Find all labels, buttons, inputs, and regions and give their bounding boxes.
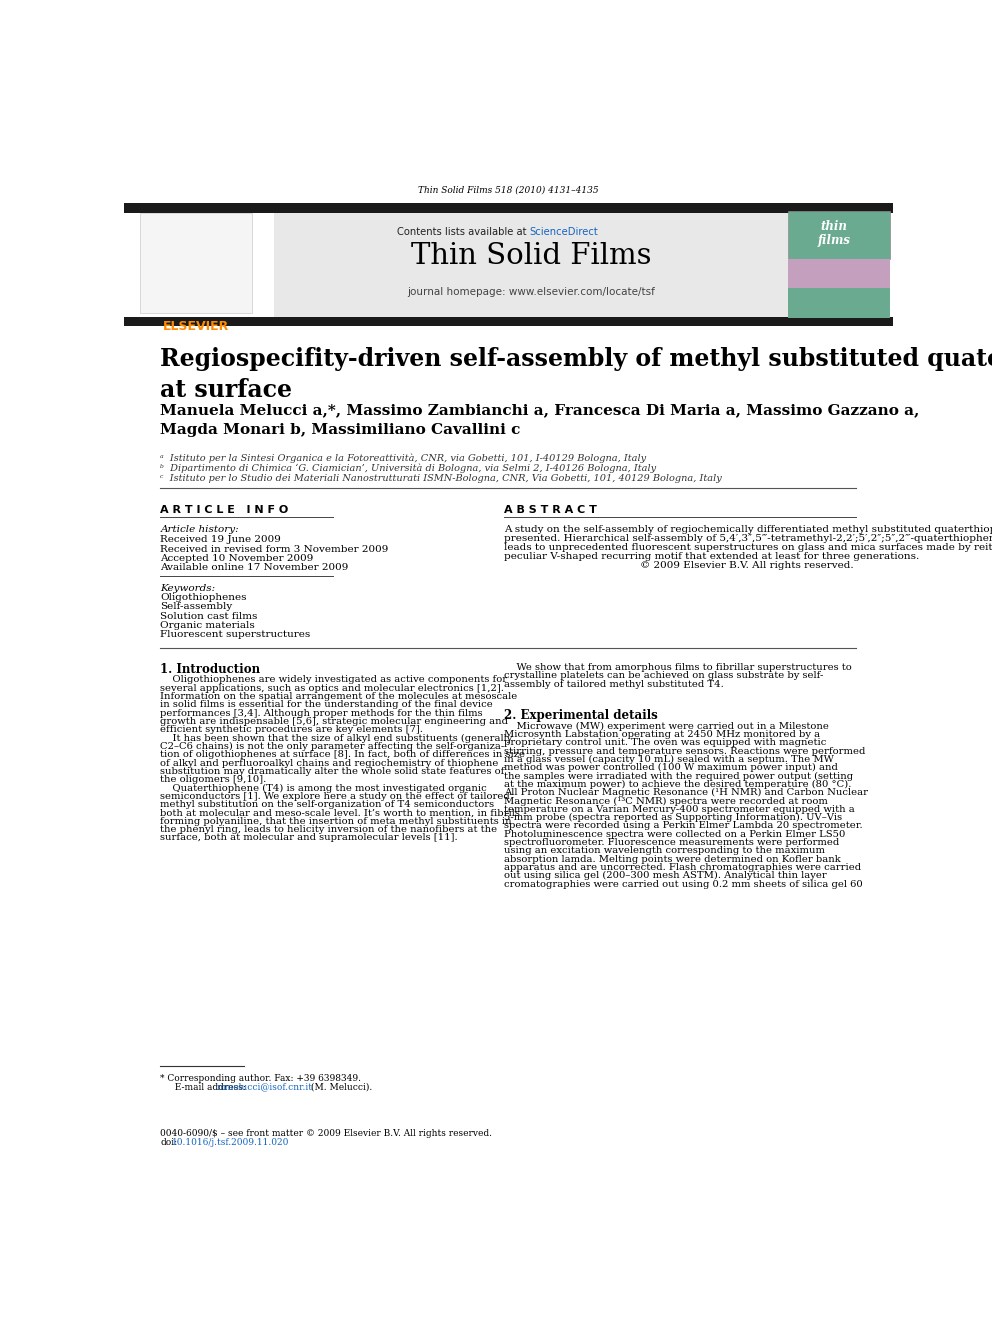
Bar — [124, 316, 893, 325]
Text: Keywords:: Keywords: — [161, 583, 215, 593]
Text: presented. Hierarchical self-assembly of 5,4′,3″,5‴-tetramethyl-2,2′;5′,2″;5″,2‴: presented. Hierarchical self-assembly of… — [504, 533, 992, 542]
Text: both at molecular and meso-scale level. It’s worth to mention, in fibrils: both at molecular and meso-scale level. … — [161, 808, 520, 818]
Text: in solid films is essential for the understanding of the final device: in solid films is essential for the unde… — [161, 700, 493, 709]
Text: tion of oligothiophenes at surface [8]. In fact, both of differences in size: tion of oligothiophenes at surface [8]. … — [161, 750, 526, 759]
Text: Information on the spatial arrangement of the molecules at mesoscale: Information on the spatial arrangement o… — [161, 692, 518, 701]
Bar — [789, 259, 890, 288]
Text: in a glass vessel (capacity 10 mL) sealed with a septum. The MW: in a glass vessel (capacity 10 mL) seale… — [504, 755, 833, 763]
Text: apparatus and are uncorrected. Flash chromatographies were carried: apparatus and are uncorrected. Flash chr… — [504, 863, 861, 872]
Text: Solution cast films: Solution cast films — [161, 611, 258, 620]
Text: © 2009 Elsevier B.V. All rights reserved.: © 2009 Elsevier B.V. All rights reserved… — [641, 561, 854, 570]
Text: ScienceDirect: ScienceDirect — [530, 226, 598, 237]
Text: cromatographies were carried out using 0.2 mm sheets of silica gel 60: cromatographies were carried out using 0… — [504, 880, 862, 889]
Text: (M. Melucci).: (M. Melucci). — [308, 1082, 372, 1091]
Text: using an excitation wavelength corresponding to the maximum: using an excitation wavelength correspon… — [504, 847, 824, 856]
Text: journal homepage: www.elsevier.com/locate/tsf: journal homepage: www.elsevier.com/locat… — [407, 287, 655, 298]
Text: ᶜ  Istituto per lo Studio dei Materiali Nanostrutturati ISMN-Bologna, CNR, Via G: ᶜ Istituto per lo Studio dei Materiali N… — [161, 474, 722, 483]
Text: Thin Solid Films: Thin Solid Films — [411, 242, 651, 270]
Text: Contents lists available at: Contents lists available at — [397, 226, 530, 237]
Text: forming polyaniline, that the insertion of meta methyl substituents in: forming polyaniline, that the insertion … — [161, 816, 512, 826]
Text: mmelucci@isof.cnr.it: mmelucci@isof.cnr.it — [217, 1082, 313, 1091]
Text: the phenyl ring, leads to helicity inversion of the nanofibers at the: the phenyl ring, leads to helicity inver… — [161, 826, 498, 833]
Text: Thin Solid Films 518 (2010) 4131–4135: Thin Solid Films 518 (2010) 4131–4135 — [418, 185, 599, 194]
Text: Self-assembly: Self-assembly — [161, 602, 233, 611]
Text: several applications, such as optics and molecular electronics [1,2].: several applications, such as optics and… — [161, 684, 504, 693]
Text: ᵃ  Istituto per la Sintesi Organica e la Fotoreattività, CNR, via Gobetti, 101, : ᵃ Istituto per la Sintesi Organica e la … — [161, 454, 647, 463]
Text: 1. Introduction: 1. Introduction — [161, 663, 261, 676]
Text: Available online 17 November 2009: Available online 17 November 2009 — [161, 564, 349, 572]
Text: A R T I C L E   I N F O: A R T I C L E I N F O — [161, 505, 289, 515]
Text: * Corresponding author. Fax: +39 6398349.: * Corresponding author. Fax: +39 6398349… — [161, 1073, 361, 1082]
Text: Regiospecifity-driven self-assembly of methyl substituted quaterthiophenes
at su: Regiospecifity-driven self-assembly of m… — [161, 348, 992, 402]
Bar — [274, 213, 789, 318]
Text: All Proton Nuclear Magnetic Resonance (¹H NMR) and Carbon Nuclear: All Proton Nuclear Magnetic Resonance (¹… — [504, 789, 868, 798]
Text: 0040-6090/$ – see front matter © 2009 Elsevier B.V. All rights reserved.: 0040-6090/$ – see front matter © 2009 El… — [161, 1129, 492, 1138]
Text: Article history:: Article history: — [161, 524, 239, 533]
Text: proprietary control unit. The oven was equipped with magnetic: proprietary control unit. The oven was e… — [504, 738, 826, 747]
Text: 10.1016/j.tsf.2009.11.020: 10.1016/j.tsf.2009.11.020 — [172, 1138, 290, 1147]
Text: Microwave (MW) experiment were carried out in a Milestone: Microwave (MW) experiment were carried o… — [504, 721, 828, 730]
Text: substitution may dramatically alter the whole solid state features of: substitution may dramatically alter the … — [161, 767, 505, 775]
Text: assembly of tailored methyl substituted T4.: assembly of tailored methyl substituted … — [504, 680, 723, 689]
Text: stirring, pressure and temperature sensors. Reactions were performed: stirring, pressure and temperature senso… — [504, 746, 865, 755]
Text: methyl substitution on the self-organization of T4 semiconductors: methyl substitution on the self-organiza… — [161, 800, 495, 810]
Text: Fluorescent superstructures: Fluorescent superstructures — [161, 630, 310, 639]
Text: growth are indispensable [5,6], strategic molecular engineering and: growth are indispensable [5,6], strategi… — [161, 717, 509, 726]
Text: the samples were irradiated with the required power output (setting: the samples were irradiated with the req… — [504, 771, 853, 781]
Text: the oligomers [9,10].: the oligomers [9,10]. — [161, 775, 267, 785]
Text: method was power controlled (100 W maximum power input) and: method was power controlled (100 W maxim… — [504, 763, 837, 773]
Bar — [124, 204, 893, 213]
Text: Oligothiophenes: Oligothiophenes — [161, 593, 247, 602]
Text: surface, both at molecular and supramolecular levels [11].: surface, both at molecular and supramole… — [161, 833, 458, 843]
Text: at the maximum power) to achieve the desired temperature (80 °C).: at the maximum power) to achieve the des… — [504, 779, 851, 789]
Text: Photoluminescence spectra were collected on a Perkin Elmer LS50: Photoluminescence spectra were collected… — [504, 830, 845, 839]
Text: Oligothiophenes are widely investigated as active components for: Oligothiophenes are widely investigated … — [161, 676, 508, 684]
Bar — [789, 212, 890, 259]
Text: out using silica gel (200–300 mesh ASTM). Analytical thin layer: out using silica gel (200–300 mesh ASTM)… — [504, 872, 826, 880]
Text: Manuela Melucci a,*, Massimo Zambianchi a, Francesca Di Maria a, Massimo Gazzano: Manuela Melucci a,*, Massimo Zambianchi … — [161, 404, 920, 437]
Text: peculiar V-shaped recurring motif that extended at least for three generations.: peculiar V-shaped recurring motif that e… — [504, 552, 919, 561]
Text: Received 19 June 2009: Received 19 June 2009 — [161, 536, 282, 544]
Text: Accepted 10 November 2009: Accepted 10 November 2009 — [161, 554, 313, 562]
Text: crystalline platelets can be achieved on glass substrate by self-: crystalline platelets can be achieved on… — [504, 672, 823, 680]
Text: Magnetic Resonance (¹³C NMR) spectra were recorded at room: Magnetic Resonance (¹³C NMR) spectra wer… — [504, 796, 827, 806]
Text: thin
films: thin films — [817, 220, 850, 246]
Text: C2–C6 chains) is not the only parameter affecting the self-organiza-: C2–C6 chains) is not the only parameter … — [161, 742, 505, 751]
Text: Organic materials: Organic materials — [161, 620, 255, 630]
Text: temperature on a Varian Mercury-400 spectrometer equipped with a: temperature on a Varian Mercury-400 spec… — [504, 804, 854, 814]
Bar — [789, 288, 890, 318]
Bar — [140, 213, 252, 312]
Text: E-mail address:: E-mail address: — [169, 1082, 249, 1091]
Text: spectra were recorded using a Perkin Elmer Lambda 20 spectrometer.: spectra were recorded using a Perkin Elm… — [504, 822, 862, 831]
Text: It has been shown that the size of alkyl end substituents (generally: It has been shown that the size of alkyl… — [161, 734, 513, 742]
Text: 2. Experimental details: 2. Experimental details — [504, 709, 658, 722]
Text: Quaterthiophene (T4) is among the most investigated organic: Quaterthiophene (T4) is among the most i… — [161, 783, 487, 792]
Text: A B S T R A C T: A B S T R A C T — [504, 505, 596, 515]
Text: Microsynth Labstation operating at 2450 MHz monitored by a: Microsynth Labstation operating at 2450 … — [504, 730, 819, 740]
Text: ELSEVIER: ELSEVIER — [163, 320, 229, 333]
Text: semiconductors [1]. We explore here a study on the effect of tailored: semiconductors [1]. We explore here a st… — [161, 792, 510, 800]
Text: of alkyl and perfluoroalkyl chains and regiochemistry of thiophene: of alkyl and perfluoroalkyl chains and r… — [161, 758, 499, 767]
Text: leads to unprecedented fluorescent superstructures on glass and mica surfaces ma: leads to unprecedented fluorescent super… — [504, 542, 992, 552]
Text: performances [3,4]. Although proper methods for the thin films: performances [3,4]. Although proper meth… — [161, 709, 483, 717]
Text: ᵇ  Dipartimento di Chimica ‘G. Ciamician’, Università di Bologna, via Selmi 2, I: ᵇ Dipartimento di Chimica ‘G. Ciamician’… — [161, 463, 657, 474]
Text: absorption lamda. Melting points were determined on Kofler bank: absorption lamda. Melting points were de… — [504, 855, 840, 864]
Text: We show that from amorphous films to fibrillar superstructures to: We show that from amorphous films to fib… — [504, 663, 851, 672]
Text: spectrofluorometer. Fluorescence measurements were performed: spectrofluorometer. Fluorescence measure… — [504, 837, 839, 847]
Text: doi:: doi: — [161, 1138, 178, 1147]
Text: 5-mm probe (spectra reported as Supporting Information). UV–Vis: 5-mm probe (spectra reported as Supporti… — [504, 814, 842, 822]
Text: A study on the self-assembly of regiochemically differentiated methyl substitute: A study on the self-assembly of regioche… — [504, 524, 992, 533]
Text: efficient synthetic procedures are key elements [7].: efficient synthetic procedures are key e… — [161, 725, 424, 734]
Text: Received in revised form 3 November 2009: Received in revised form 3 November 2009 — [161, 545, 389, 553]
